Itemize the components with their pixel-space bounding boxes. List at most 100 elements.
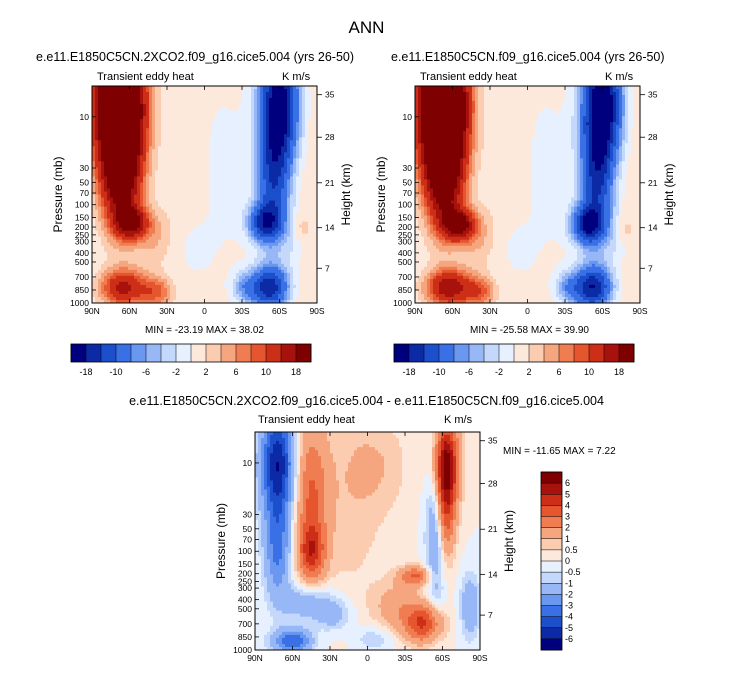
field-cell <box>287 125 291 129</box>
field-cell <box>125 104 129 108</box>
field-cell <box>164 152 168 156</box>
field-cell <box>134 173 138 178</box>
field-cell <box>305 179 309 184</box>
field-cell <box>179 146 183 150</box>
field-cell <box>101 152 105 156</box>
field-cell <box>269 98 273 102</box>
field-cell <box>302 143 306 147</box>
field-cell <box>104 122 108 126</box>
field-cell <box>197 122 201 126</box>
field-cell <box>275 113 279 117</box>
field-cell <box>281 152 285 156</box>
field-cell <box>248 155 252 159</box>
field-cell <box>263 89 267 93</box>
field-cell <box>167 137 171 141</box>
field-cell <box>152 122 156 126</box>
field-cell <box>92 122 96 126</box>
field-cell <box>248 140 252 144</box>
field-cell <box>221 155 225 159</box>
field-cell <box>269 173 273 178</box>
field-cell <box>206 173 210 178</box>
field-cell <box>116 149 120 153</box>
field-cell <box>116 143 120 147</box>
field-cell <box>269 116 273 120</box>
field-cell <box>167 146 171 150</box>
field-cell <box>143 179 147 184</box>
field-cell <box>92 98 96 102</box>
field-cell <box>182 116 186 120</box>
field-cell <box>122 188 126 193</box>
field-cell <box>278 137 282 141</box>
field-cell <box>134 98 138 102</box>
field-cell <box>140 188 144 193</box>
field-cell <box>158 137 162 141</box>
field-cell <box>200 122 204 126</box>
field-cell <box>158 164 162 168</box>
field-cell <box>167 128 171 132</box>
field-cell <box>134 116 138 120</box>
field-cell <box>104 167 108 171</box>
panel-1-left-label: Transient eddy heat <box>97 71 194 83</box>
field-cell <box>221 110 225 114</box>
field-cell <box>218 152 222 156</box>
field-cell <box>227 158 231 162</box>
field-cell <box>248 152 252 156</box>
field-cell <box>287 86 291 90</box>
field-cell <box>104 188 108 193</box>
field-cell <box>95 149 99 153</box>
field-cell <box>302 122 306 126</box>
field-cell <box>107 122 111 126</box>
field-cell <box>128 182 132 187</box>
field-cell <box>227 110 231 114</box>
field-cell <box>128 179 132 184</box>
field-cell <box>293 131 297 135</box>
field-cell <box>110 110 114 114</box>
field-cell <box>98 188 102 193</box>
field-cell <box>281 155 285 159</box>
field-cell <box>311 86 315 90</box>
field-cell <box>149 92 153 96</box>
field-cell <box>158 125 162 129</box>
field-cell <box>185 119 189 123</box>
field-cell <box>260 131 264 135</box>
field-cell <box>173 185 177 190</box>
field-cell <box>119 152 123 156</box>
field-cell <box>215 107 219 111</box>
field-cell <box>98 107 102 111</box>
field-cell <box>98 143 102 147</box>
field-cell <box>308 161 312 165</box>
field-cell <box>260 98 264 102</box>
field-cell <box>98 170 102 174</box>
field-cell <box>122 116 126 120</box>
field-cell <box>131 107 135 111</box>
field-cell <box>143 185 147 190</box>
field-cell <box>242 152 246 156</box>
field-cell <box>227 161 231 165</box>
field-cell <box>170 113 174 117</box>
field-cell <box>230 158 234 162</box>
field-cell <box>242 143 246 147</box>
field-cell <box>251 122 255 126</box>
field-cell <box>266 92 270 96</box>
field-cell <box>218 161 222 165</box>
field-cell <box>119 161 123 165</box>
field-cell <box>149 155 153 159</box>
field-cell <box>200 143 204 147</box>
field-cell <box>221 125 225 129</box>
field-cell <box>296 89 300 93</box>
field-cell <box>293 128 297 132</box>
field-cell <box>164 92 168 96</box>
field-cell <box>266 119 270 123</box>
field-cell <box>263 158 267 162</box>
field-cell <box>239 179 243 184</box>
field-cell <box>308 179 312 184</box>
field-cell <box>101 140 105 144</box>
field-cell <box>95 122 99 126</box>
field-cell <box>98 86 102 90</box>
field-cell <box>314 173 317 178</box>
field-cell <box>170 125 174 129</box>
field-cell <box>290 86 294 90</box>
field-cell <box>131 98 135 102</box>
field-cell <box>122 107 126 111</box>
field-cell <box>185 107 189 111</box>
